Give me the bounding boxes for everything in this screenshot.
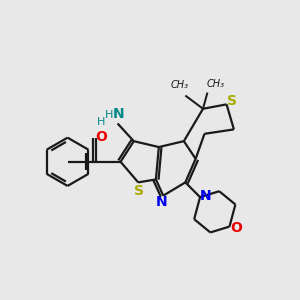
Text: O: O <box>230 221 242 235</box>
Text: CH₃: CH₃ <box>207 79 225 89</box>
Text: H: H <box>105 110 114 120</box>
Text: N: N <box>200 189 212 202</box>
Text: N: N <box>112 107 124 121</box>
Text: S: S <box>134 184 144 198</box>
Text: O: O <box>95 130 107 144</box>
Text: H: H <box>97 117 106 127</box>
Text: CH₃: CH₃ <box>171 80 189 90</box>
Text: S: S <box>227 94 237 108</box>
Text: N: N <box>156 195 168 209</box>
